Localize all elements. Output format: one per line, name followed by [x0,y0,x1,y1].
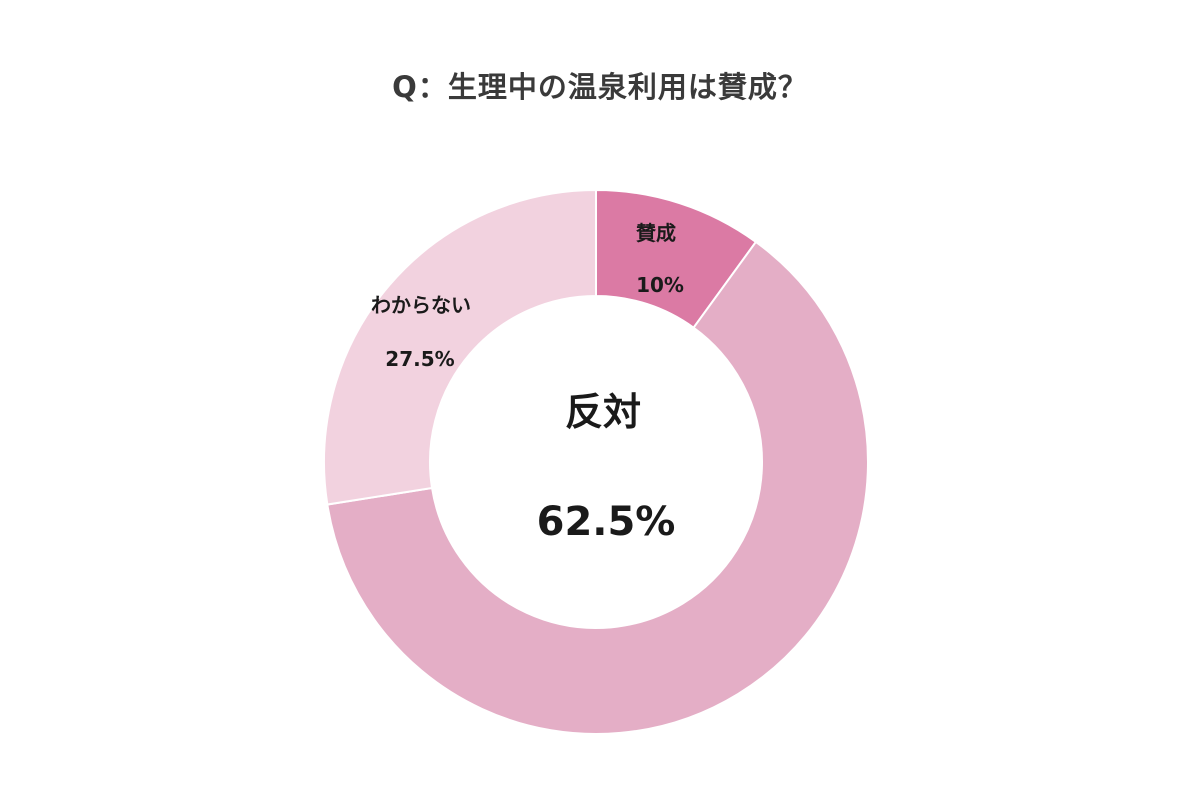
donut-slice-3 [323,188,597,506]
chart-title: Q：生理中の温泉利用は賛成？ [392,70,808,104]
slice-label-value: 27.5% [385,347,454,371]
donut-slices [323,188,869,735]
slice-label-value: 62.5% [537,499,676,545]
slice-label-category: わからない [371,293,471,317]
donut-slice-2 [326,240,869,735]
slice-label-category: 賛成 [636,221,676,245]
slice-labels: 賛成 10% 反対 62.5% わからない 27.5% [371,221,684,545]
slice-label-category: 反対 [565,390,641,434]
slice-label-value: 10% [636,273,684,297]
